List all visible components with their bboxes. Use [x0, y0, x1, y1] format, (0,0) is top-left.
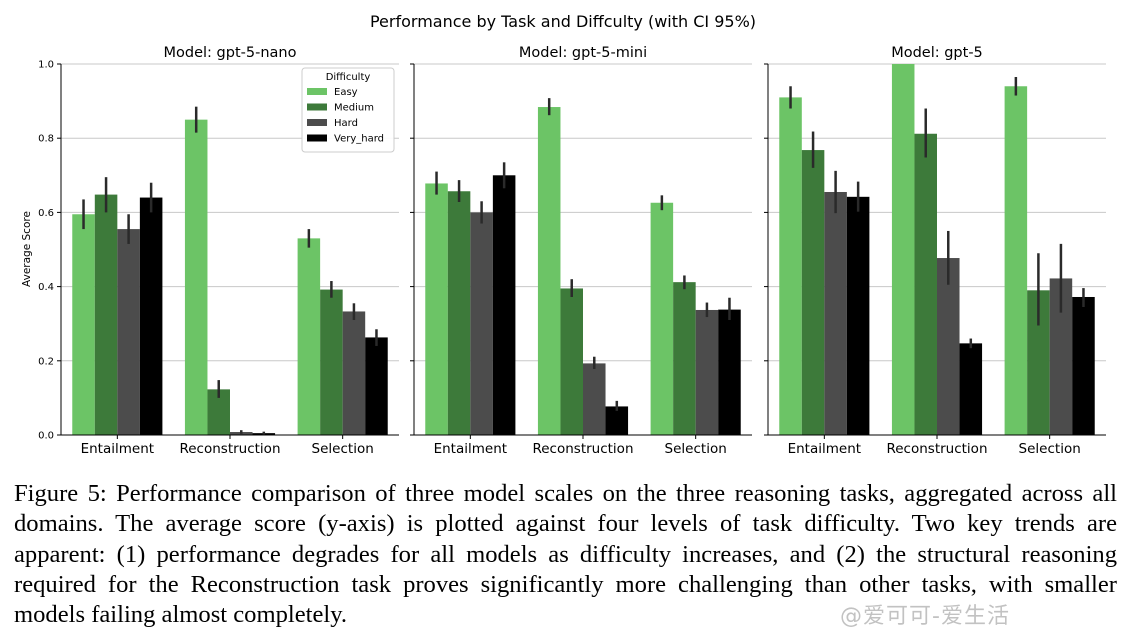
chart-panel-3: Entailment Reconstruction Selection Model: …: [764, 45, 1106, 457]
bar-very_hard-entailment: [139, 197, 163, 435]
bar-easy-entailment: [779, 97, 802, 435]
legend-entry-easy: Easy: [334, 87, 358, 98]
x-tick-label: Entailment: [788, 441, 861, 457]
bar-hard-selection: [695, 309, 719, 435]
bar-medium-entailment: [94, 194, 118, 435]
bar-very_hard-reconstruction: [959, 343, 983, 435]
bar-very_hard-reconstruction: [605, 406, 629, 435]
bar-medium-entailment: [801, 150, 825, 435]
x-tick-label: Entailment: [81, 441, 154, 457]
figure-caption: Figure 5: Performance comparison of thre…: [14, 480, 1117, 629]
bar-very_hard-selection: [718, 309, 741, 435]
bar-easy-entailment: [425, 183, 448, 435]
bar-medium-entailment: [447, 191, 471, 435]
y-tick-label: 0.2: [38, 356, 54, 367]
y-axis-label: Average Score: [21, 211, 33, 287]
watermark-text: @爱可可-爱生活: [840, 604, 1010, 629]
figure-chart: Performance by Task and Diffculty (with …: [21, 12, 1106, 457]
legend-title: Difficulty: [326, 72, 371, 83]
bar-medium-reconstruction: [207, 389, 230, 435]
legend-entry-very_hard: Very_hard: [334, 134, 384, 145]
bar-easy-reconstruction: [891, 64, 915, 435]
x-tick-label: Selection: [312, 441, 374, 457]
bar-medium-selection: [1027, 290, 1050, 435]
x-tick-label: Selection: [1019, 441, 1081, 457]
y-tick-label: 1.0: [38, 60, 54, 71]
chart-panels: 0.0 0.2 0.4 0.6 0.8 1.0 Entailment Reconstructi…: [38, 45, 1106, 457]
bar-hard-entailment: [824, 191, 847, 435]
panel-title: Model: gpt-5-mini: [519, 45, 647, 61]
chart-legend: Difficulty Easy Medium Hard Very_hard: [301, 67, 395, 153]
legend-swatch-hard: [307, 119, 327, 126]
x-tick-label: Reconstruction: [532, 441, 633, 457]
bar-hard-entailment: [117, 229, 140, 435]
bar-medium-reconstruction: [914, 133, 937, 436]
legend-swatch-easy: [307, 88, 327, 95]
y-tick-label: 0.8: [38, 134, 54, 145]
bar-medium-reconstruction: [560, 288, 583, 435]
legend-entry-hard: Hard: [334, 118, 358, 129]
bar-easy-selection: [650, 202, 674, 435]
bar-easy-selection: [1004, 86, 1028, 435]
panel-title: Model: gpt-5-nano: [164, 45, 297, 61]
bar-easy-selection: [297, 238, 321, 435]
chart-panel-2: Entailment Reconstruction Selection Model: …: [410, 45, 752, 457]
bar-hard-reconstruction: [583, 363, 606, 435]
bar-easy-reconstruction: [537, 107, 561, 435]
bar-hard-reconstruction: [937, 258, 960, 435]
bar-medium-selection: [673, 282, 696, 435]
legend-swatch-very_hard: [307, 134, 327, 142]
legend-entry-medium: Medium: [334, 103, 374, 114]
panel-title: Model: gpt-5: [891, 45, 983, 61]
bar-medium-selection: [320, 289, 343, 435]
y-tick-label: 0.6: [38, 208, 54, 219]
y-tick-label: 0.4: [38, 282, 54, 293]
y-tick-label: 0.0: [38, 431, 54, 442]
bar-hard-entailment: [470, 212, 493, 435]
x-tick-label: Reconstruction: [886, 441, 987, 457]
x-tick-label: Reconstruction: [179, 441, 280, 457]
figure-title: Performance by Task and Diffculty (with …: [370, 12, 756, 31]
bar-hard-selection: [342, 311, 366, 435]
legend-swatch-medium: [307, 103, 327, 111]
bar-hard-selection: [1049, 278, 1073, 435]
bar-easy-reconstruction: [184, 119, 208, 436]
x-tick-label: Selection: [665, 441, 727, 457]
bar-very_hard-entailment: [846, 196, 870, 435]
bar-very_hard-selection: [1072, 296, 1095, 435]
x-tick-label: Entailment: [434, 441, 507, 457]
bar-very_hard-selection: [365, 337, 388, 435]
bar-easy-entailment: [72, 214, 95, 435]
bar-very_hard-entailment: [492, 175, 516, 436]
chart-panel-1: 0.0 0.2 0.4 0.6 0.8 1.0 Entailment Reconstructi…: [38, 45, 399, 457]
